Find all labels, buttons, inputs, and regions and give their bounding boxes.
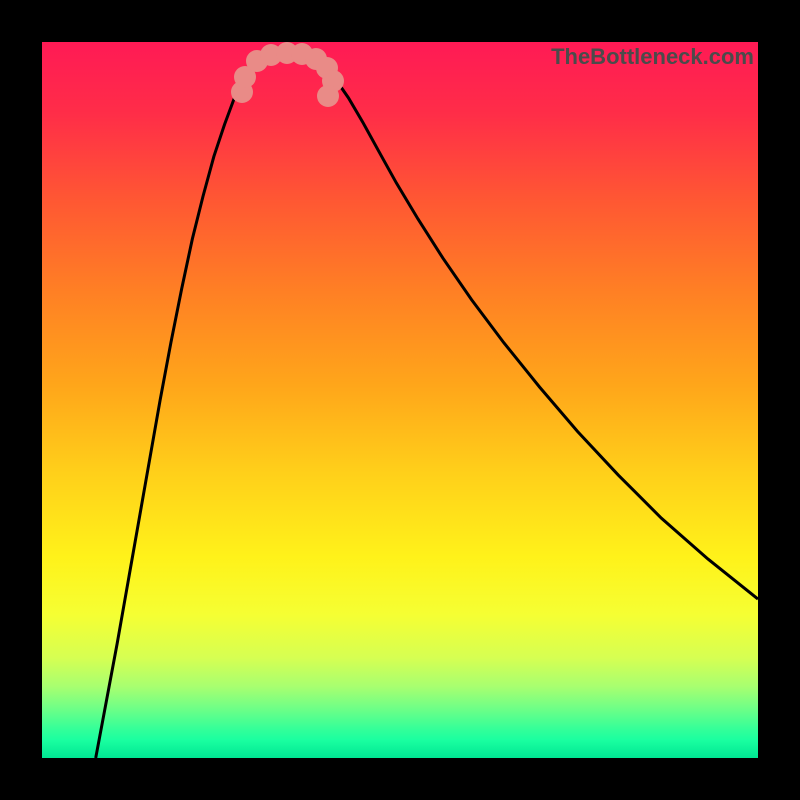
plot-area: TheBottleneck.com bbox=[42, 42, 758, 758]
chart-frame: TheBottleneck.com bbox=[0, 0, 800, 800]
markers-layer bbox=[42, 42, 758, 758]
curve-marker bbox=[317, 85, 339, 107]
